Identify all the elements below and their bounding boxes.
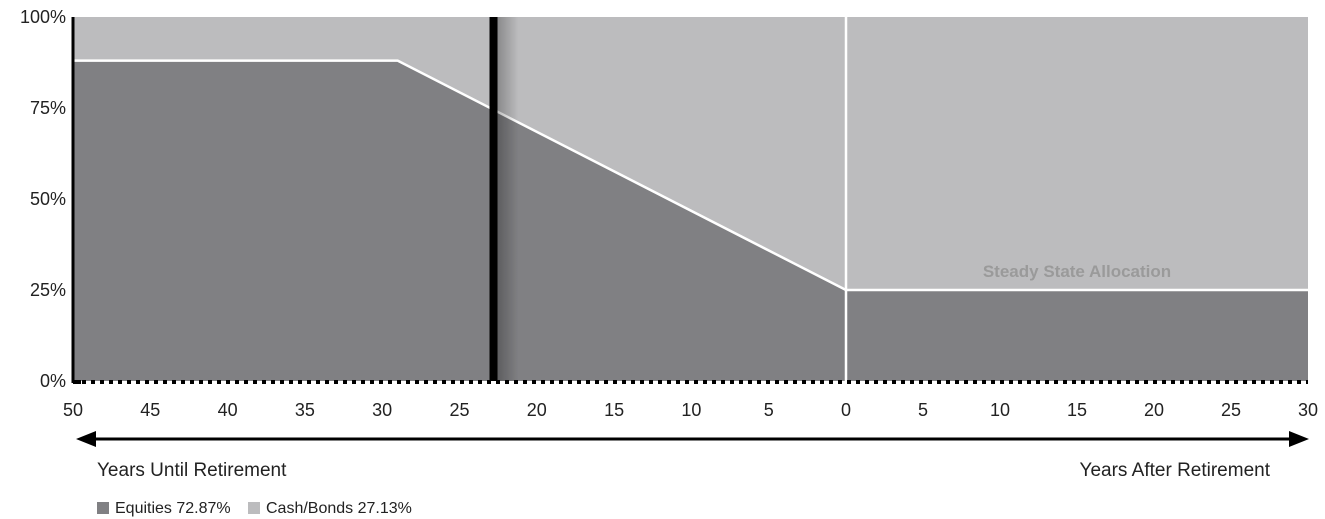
x-tick-label: 25 xyxy=(1221,400,1241,420)
x-axis-ticks: 50 45 40 35 30 25 20 15 10 5 0 5 10 15 20 25 30 xyxy=(63,400,1318,420)
x-tick-label: 35 xyxy=(295,400,315,420)
x-tick-label: 10 xyxy=(681,400,701,420)
x-tick-label: 30 xyxy=(372,400,392,420)
equities-area-after xyxy=(846,290,1308,381)
x-tick-label: 40 xyxy=(218,400,238,420)
equities-area-before xyxy=(73,60,846,382)
arrow-left-head xyxy=(76,431,96,447)
current-marker-shadow xyxy=(496,17,519,381)
legend: Equities 72.87% Cash/Bonds 27.13% xyxy=(97,500,412,517)
x-tick-label: 5 xyxy=(918,400,928,420)
x-tick-label: 15 xyxy=(604,400,624,420)
x-tick-label: 25 xyxy=(449,400,469,420)
x-label-after: Years After Retirement xyxy=(1080,460,1271,481)
y-tick-label: 100% xyxy=(20,7,66,27)
x-tick-label: 15 xyxy=(1067,400,1087,420)
y-axis-ticks: 0% 25% 50% 75% 100% xyxy=(20,7,66,391)
timeline-arrow xyxy=(76,431,1309,447)
x-tick-label: 0 xyxy=(841,400,851,420)
y-tick-label: 75% xyxy=(30,98,66,118)
x-tick-label: 20 xyxy=(1144,400,1164,420)
y-tick-label: 50% xyxy=(30,189,66,209)
steady-state-annotation: Steady State Allocation xyxy=(983,262,1171,281)
y-tick-label: 0% xyxy=(40,371,66,391)
x-tick-label: 45 xyxy=(140,400,160,420)
x-tick-label: 20 xyxy=(527,400,547,420)
plot-area xyxy=(71,17,1308,384)
x-tick-label: 50 xyxy=(63,400,83,420)
y-tick-label: 25% xyxy=(30,280,66,300)
x-tick-label: 5 xyxy=(764,400,774,420)
legend-label-equities: Equities 72.87% xyxy=(115,500,231,517)
equities-line-before xyxy=(73,59,847,292)
legend-swatch-equities xyxy=(97,502,109,514)
x-label-before: Years Until Retirement xyxy=(97,460,287,481)
x-tick-label: 10 xyxy=(990,400,1010,420)
legend-swatch-cash-bonds xyxy=(248,502,260,514)
x-tick-label: 30 xyxy=(1298,400,1318,420)
legend-label-cash-bonds: Cash/Bonds 27.13% xyxy=(266,500,412,517)
arrow-right-head xyxy=(1289,431,1309,447)
